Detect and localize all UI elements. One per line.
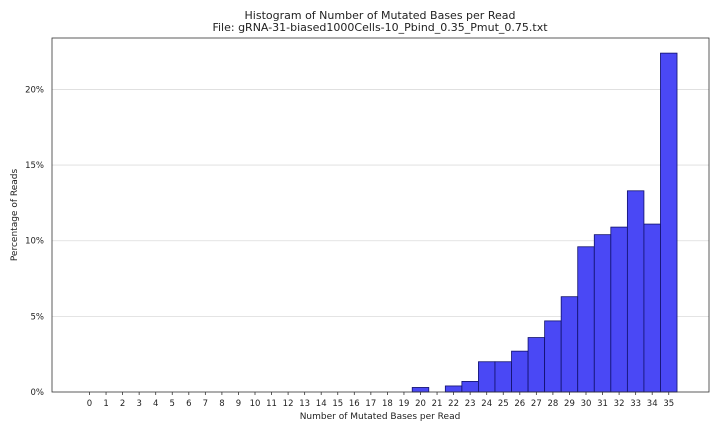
- bar-23: [461, 381, 479, 393]
- x-tick-label: 29: [564, 399, 575, 409]
- x-tick-label: 14: [316, 399, 327, 409]
- x-tick-label: 16: [349, 399, 360, 409]
- x-tick-label: 27: [531, 399, 542, 409]
- bar-28: [544, 320, 562, 393]
- bar-32: [610, 226, 628, 393]
- bar-20: [411, 387, 430, 393]
- x-tick-label: 1: [103, 399, 108, 409]
- x-tick-label: 10: [250, 399, 261, 409]
- plot-frame: [51, 37, 710, 393]
- x-tick-label: 11: [266, 399, 277, 409]
- bar-35: [660, 52, 678, 393]
- x-tick-label: 23: [465, 399, 476, 409]
- bar-29: [560, 296, 579, 393]
- x-tick-label: 7: [203, 399, 208, 409]
- x-tick-label: 2: [120, 399, 125, 409]
- bar-26: [511, 350, 529, 393]
- x-tick-label: 5: [170, 399, 175, 409]
- bar-27: [527, 337, 546, 393]
- x-tick-label: 20: [415, 399, 426, 409]
- x-tick-label: 22: [448, 399, 459, 409]
- x-axis-ticks: 0 1 2 3 4 5 6 7 8 9 10 11 12 13 14 15 16 17 18 19 20 21 22 23 24…: [87, 392, 674, 409]
- x-tick-label: 4: [153, 399, 158, 409]
- y-tick-label: 10%: [25, 237, 44, 247]
- bars: [411, 52, 678, 393]
- x-tick-label: 24: [481, 399, 492, 409]
- x-tick-label: 17: [365, 399, 376, 409]
- y-tick-label: 0%: [31, 388, 45, 398]
- y-axis-label: Percentage of Reads: [10, 169, 20, 262]
- bar-31: [593, 234, 612, 393]
- x-tick-label: 13: [299, 399, 310, 409]
- x-tick-label: 12: [283, 399, 294, 409]
- x-tick-label: 34: [647, 399, 658, 409]
- bar-34: [643, 223, 661, 393]
- x-tick-label: 33: [630, 399, 641, 409]
- x-tick-label: 8: [219, 399, 224, 409]
- y-tick-label: 20%: [25, 85, 44, 95]
- y-tick-label: 5%: [31, 312, 45, 322]
- bar-22: [444, 385, 463, 393]
- bar-30: [577, 246, 595, 393]
- x-tick-label: 3: [136, 399, 141, 409]
- x-tick-label: 0: [87, 399, 92, 409]
- x-tick-label: 28: [547, 399, 558, 409]
- x-tick-label: 6: [186, 399, 191, 409]
- x-tick-label: 15: [332, 399, 343, 409]
- x-tick-label: 35: [663, 399, 674, 409]
- x-tick-label: 26: [514, 399, 525, 409]
- x-tick-label: 21: [432, 399, 443, 409]
- bar-24: [478, 361, 496, 393]
- x-tick-label: 18: [382, 399, 393, 409]
- y-axis-ticks: 0% 5% 10% 15% 20%: [25, 85, 44, 398]
- x-tick-label: 9: [236, 399, 241, 409]
- x-tick-label: 32: [614, 399, 625, 409]
- x-tick-label: 31: [597, 399, 608, 409]
- chart-title: Histogram of Number of Mutated Bases per…: [245, 9, 516, 22]
- bar-33: [626, 190, 645, 393]
- x-tick-label: 19: [399, 399, 410, 409]
- y-tick-label: 15%: [25, 161, 44, 171]
- x-tick-label: 25: [498, 399, 509, 409]
- bar-25: [494, 361, 512, 393]
- x-tick-label: 30: [581, 399, 592, 409]
- chart-subtitle: File: gRNA-31-biased1000Cells-10_Pbind_0…: [212, 21, 548, 34]
- x-axis-label: Number of Mutated Bases per Read: [300, 412, 461, 422]
